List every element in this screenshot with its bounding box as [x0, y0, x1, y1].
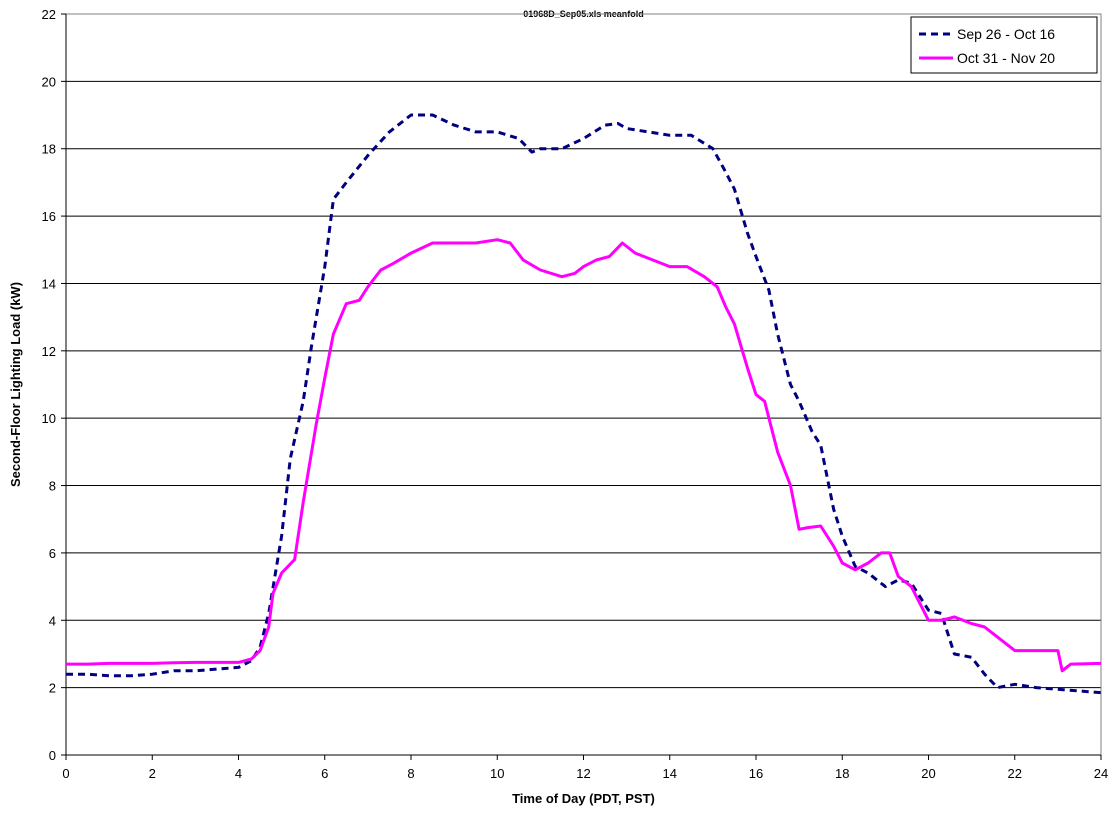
x-tick-label: 24 — [1094, 766, 1108, 781]
y-tick-label: 12 — [42, 344, 56, 359]
y-tick-label: 18 — [42, 142, 56, 157]
x-tick-label: 12 — [576, 766, 590, 781]
x-tick-label: 8 — [407, 766, 414, 781]
series-layer — [66, 113, 1102, 695]
legend-label-2: Oct 31 - Nov 20 — [957, 50, 1055, 66]
y-tick-label: 6 — [49, 546, 56, 561]
series-line-2 — [66, 238, 1102, 673]
x-tick-label: 18 — [835, 766, 849, 781]
series-line-1 — [66, 113, 1102, 695]
x-tick-label: 22 — [1008, 766, 1022, 781]
x-tick-label: 10 — [490, 766, 504, 781]
y-tick-label: 10 — [42, 411, 56, 426]
y-tick-label: 8 — [49, 479, 56, 494]
y-tick-label: 16 — [42, 209, 56, 224]
x-tick-label: 2 — [149, 766, 156, 781]
x-tick-label: 6 — [321, 766, 328, 781]
x-tick-label: 4 — [235, 766, 242, 781]
x-tick-label: 14 — [663, 766, 677, 781]
y-tick-label: 20 — [42, 74, 56, 89]
x-tick-label: 20 — [921, 766, 935, 781]
y-axis-title: Second-Floor Lighting Load (kW) — [8, 282, 23, 487]
legend-box — [910, 16, 1098, 74]
legend-label-1: Sep 26 - Oct 16 — [957, 26, 1055, 42]
x-tick-label: 16 — [749, 766, 763, 781]
y-tick-label: 22 — [42, 7, 56, 22]
x-tick-label: 0 — [62, 766, 69, 781]
y-tick-label: 4 — [49, 613, 56, 628]
y-tick-label: 0 — [49, 748, 56, 763]
y-tick-label: 2 — [49, 681, 56, 696]
x-axis-title: Time of Day (PDT, PST) — [512, 791, 655, 806]
y-tick-label: 14 — [42, 276, 56, 291]
legend: Sep 26 - Oct 16 Oct 31 - Nov 20 — [910, 16, 1098, 74]
